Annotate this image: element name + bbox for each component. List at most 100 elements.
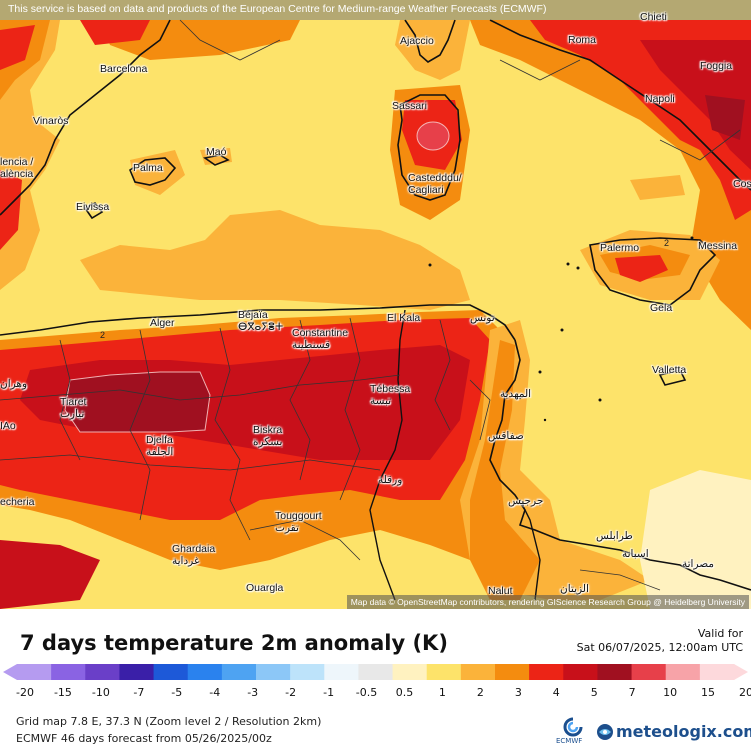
scale-cell — [358, 664, 394, 680]
scale-tick-label: 15 — [701, 686, 716, 699]
city-label[interactable]: جرجيس — [508, 495, 544, 507]
city-label[interactable]: Vinaròs — [33, 115, 69, 127]
scale-tick-label: -20 — [16, 686, 34, 699]
scale-cell — [187, 664, 223, 680]
anomaly-band-5-7 — [80, 20, 150, 45]
city-label[interactable]: تونس — [470, 312, 495, 324]
scale-tick-label: -7 — [133, 686, 145, 699]
scale-cell — [153, 664, 189, 680]
city-label[interactable]: Valletta — [652, 364, 687, 376]
legend-footer: 7 days temperature 2m anomaly (K) Valid … — [0, 609, 751, 751]
city-label[interactable]: Béjaïa ⴱⴳⴰⵢⴻⵜ — [238, 309, 284, 333]
scale-tick-label: -15 — [53, 686, 72, 699]
anomaly-band-3-4 — [395, 20, 470, 80]
city-label[interactable]: طرابلس — [596, 530, 633, 542]
city-label[interactable]: مصراتة — [682, 558, 714, 570]
scale-cell — [495, 664, 530, 680]
scale-cell — [119, 664, 155, 680]
city-label[interactable]: Palma — [133, 162, 163, 174]
city-label[interactable]: Tébessa تبسة — [370, 383, 411, 407]
city-label[interactable]: Gela — [650, 302, 673, 314]
banner-text: This service is based on data and produc… — [8, 3, 547, 15]
ecmwf-banner: This service is based on data and produc… — [0, 0, 751, 20]
city-label[interactable]: Djelfa الجلفة — [146, 434, 174, 458]
city-label[interactable]: Sassari — [392, 100, 428, 112]
scale-arrow-left — [3, 664, 17, 680]
scale-tick-label: -3 — [247, 686, 259, 699]
scale-cell — [426, 664, 462, 680]
city-label[interactable]: Castedddu/Cagliari — [408, 172, 462, 196]
anomaly-band-3-4 — [630, 175, 685, 200]
scale-tick-label: 5 — [590, 686, 598, 699]
anomaly-band-7-10 — [0, 540, 100, 609]
city-label[interactable]: lencia / alència — [0, 156, 34, 180]
anomaly-band-5-7 — [0, 25, 35, 70]
region-borders — [0, 19, 741, 591]
scale-tick-label: 4 — [552, 686, 560, 699]
anomaly-band-10-15 — [416, 121, 450, 151]
forecast-info: ECMWF 46 days forecast from 05/26/2025/0… — [16, 732, 272, 745]
city-label[interactable]: Ghardaia غرداية — [172, 543, 216, 567]
scale-tick-label: 1 — [438, 686, 446, 699]
valid-for-label: Valid for — [697, 627, 743, 640]
city-label[interactable]: Tiaret تيارت — [60, 396, 87, 420]
city-label[interactable]: وهران — [0, 378, 28, 390]
city-label[interactable]: Roma — [568, 34, 597, 46]
city-label[interactable]: echeria — [0, 496, 35, 508]
city-label[interactable]: Messina — [698, 240, 738, 252]
map-credits[interactable]: Map data © OpenStreetMap contributors, r… — [346, 595, 749, 609]
scale-cell — [460, 664, 496, 680]
scale-cell — [392, 664, 428, 680]
globe-icon — [597, 724, 613, 740]
scale-cell — [631, 664, 667, 680]
city-label[interactable]: Cos — [733, 178, 751, 190]
city-label[interactable]: Foggia — [700, 60, 733, 72]
city-label[interactable]: Eivissa — [76, 201, 110, 213]
scale-cell — [665, 664, 701, 680]
city-label[interactable]: Ouargla — [246, 582, 284, 594]
city-label[interactable]: Ajaccio — [400, 35, 434, 47]
anomaly-band-5-7 — [615, 255, 668, 282]
city-label[interactable]: صفاقس — [488, 430, 524, 442]
city-label[interactable]: Touggourt تقرت — [275, 510, 322, 534]
city-label[interactable]: Maó — [206, 146, 227, 158]
city-label[interactable]: Napoli — [645, 93, 675, 105]
scale-tick-label: 3 — [514, 686, 522, 699]
scale-cell — [51, 664, 86, 680]
scale-cell — [324, 664, 359, 680]
city-label[interactable]: Biskra بسكرة — [253, 424, 283, 448]
ecmwf-logo[interactable]: ECMWF — [556, 717, 590, 749]
scale-tick-label: 2 — [476, 686, 484, 699]
anomaly-band-5-7 — [0, 170, 22, 250]
scale-tick-label: -5 — [171, 686, 183, 699]
scale-cell — [597, 664, 633, 680]
scale-cell — [256, 664, 291, 680]
scale-tick-label: -10 — [91, 686, 110, 699]
brand-name: meteologix.com — [616, 722, 751, 741]
city-label[interactable]: IAo — [0, 420, 16, 432]
island-dots — [428, 236, 694, 422]
scale-cell — [290, 664, 325, 680]
map-canvas[interactable]: This service is based on data and produc… — [0, 0, 751, 609]
anomaly-band-4-5 — [470, 340, 540, 600]
city-label[interactable]: El Kala — [387, 312, 421, 324]
scale-tick-label: -2 — [285, 686, 297, 699]
ecmwf-icon — [563, 717, 583, 737]
city-label[interactable]: Constantine قسنطينة — [292, 327, 349, 351]
city-label[interactable]: Nalut — [488, 585, 513, 597]
anomaly-band-10-15 — [64, 371, 211, 433]
city-label[interactable]: Chieti — [640, 11, 667, 23]
scale-tick-label: -0.5 — [355, 686, 378, 699]
scale-tick-label: 0.5 — [395, 686, 414, 699]
country-borders — [369, 309, 541, 601]
contour-label: 2 — [664, 238, 670, 248]
city-label[interactable]: المهدية — [500, 388, 532, 400]
city-label[interactable]: ورقلة — [378, 474, 403, 486]
city-label[interactable]: Alger — [150, 317, 175, 329]
scale-tick-label: 7 — [628, 686, 636, 699]
city-label[interactable]: Barcelona — [100, 63, 148, 75]
city-label[interactable]: Palermo — [600, 242, 640, 254]
scale-cell — [563, 664, 598, 680]
city-label[interactable]: الزيتان — [560, 583, 589, 595]
city-label[interactable]: اسبانة — [622, 548, 649, 560]
